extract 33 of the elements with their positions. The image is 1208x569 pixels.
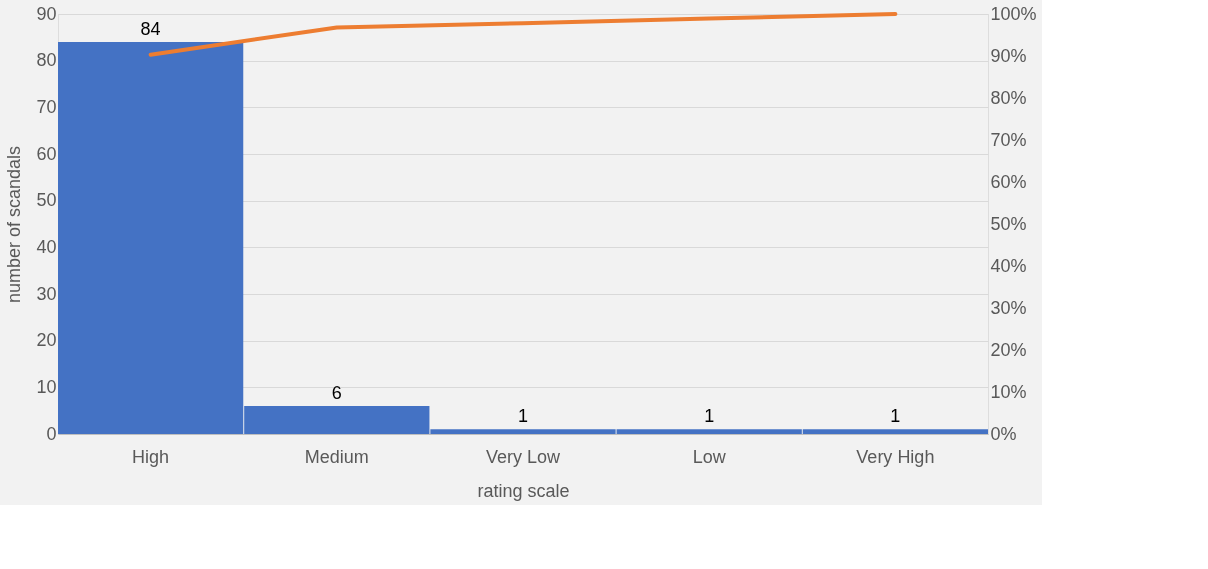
y2-tick-label: 40% bbox=[990, 255, 1027, 276]
y-tick-label: 40 bbox=[36, 236, 57, 257]
y2-tick-label: 70% bbox=[990, 129, 1027, 150]
y2-tick-label: 50% bbox=[990, 213, 1027, 234]
y-tick-label: 60 bbox=[36, 143, 57, 164]
y2-tick-label: 20% bbox=[990, 339, 1027, 360]
data-label: 1 bbox=[517, 406, 529, 427]
data-label: 1 bbox=[890, 406, 901, 427]
y-tick-label: 70 bbox=[36, 96, 57, 117]
x-axis-title: rating scale bbox=[477, 480, 570, 501]
y2-tick-label: 10% bbox=[990, 381, 1027, 402]
x-tick-label: Very Low bbox=[485, 446, 562, 467]
y-tick-label: 30 bbox=[36, 283, 57, 304]
x-tick-label: Low bbox=[692, 446, 727, 467]
y-tick-label: 20 bbox=[36, 330, 57, 351]
y-tick-label: 50 bbox=[36, 190, 57, 211]
y2-tick-label: 0% bbox=[990, 423, 1017, 444]
y2-tick-label: 80% bbox=[990, 87, 1027, 108]
y-axis-title: number of scandals bbox=[4, 145, 25, 304]
y2-tick-label: 100% bbox=[990, 3, 1037, 24]
y-tick-label: 10 bbox=[36, 376, 57, 397]
y2-tick-label: 30% bbox=[990, 297, 1027, 318]
y2-tick-label: 60% bbox=[990, 171, 1027, 192]
data-label: 6 bbox=[331, 383, 342, 403]
x-tick-label: High bbox=[132, 446, 170, 467]
y-tick-label: 80 bbox=[36, 50, 57, 71]
x-tick-label: Medium bbox=[304, 446, 369, 467]
data-label: 1 bbox=[704, 406, 715, 427]
x-tick-label: Very High bbox=[856, 446, 935, 467]
y-tick-label: 0 bbox=[46, 423, 57, 444]
y2-tick-label: 90% bbox=[990, 45, 1027, 66]
y-tick-label: 90 bbox=[36, 3, 57, 24]
data-label: 84 bbox=[140, 19, 161, 39]
